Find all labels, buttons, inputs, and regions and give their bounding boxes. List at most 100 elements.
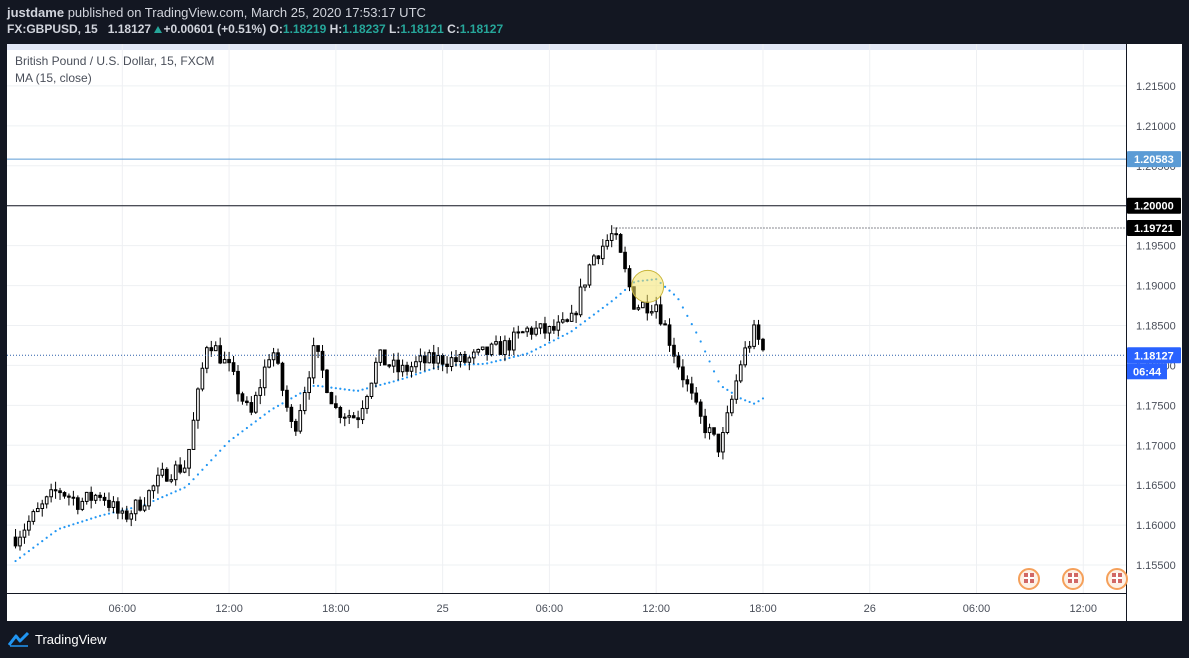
candle-body: [129, 513, 134, 520]
ma-point: [592, 313, 596, 316]
x-tick-label: 12:00: [1070, 603, 1098, 615]
ma-point: [245, 426, 248, 430]
ma-point: [174, 490, 177, 493]
candle-body: [53, 489, 58, 492]
publish-header: justdame published on TradingView.com, M…: [0, 0, 1189, 44]
y-tick-label: 1.16500: [1136, 480, 1176, 492]
candle-body: [463, 353, 467, 363]
footer-bar: TradingView: [0, 621, 1189, 658]
ma-point: [539, 346, 542, 349]
close-label: C:: [447, 22, 460, 36]
ma-point: [543, 343, 547, 347]
ma-point: [183, 486, 186, 489]
candle-body: [293, 420, 298, 432]
highlight-circle: [631, 269, 665, 303]
ma-point: [508, 356, 511, 360]
candle-body: [80, 500, 85, 510]
candle-body: [311, 345, 316, 379]
candle-body: [614, 233, 618, 236]
candle-body: [503, 340, 507, 356]
ma-point: [81, 520, 84, 523]
candle-body: [525, 327, 530, 333]
candle-body: [187, 448, 191, 469]
ma-point: [397, 379, 400, 382]
ohlc-info: FX:GBPUSD, 15 1.18127 +0.00601 (+0.51%) …: [7, 22, 503, 36]
brand-name: TradingView: [35, 631, 107, 647]
ma-point: [681, 306, 684, 309]
ma-point: [726, 388, 729, 392]
ma-point: [752, 402, 756, 405]
ma-point: [352, 389, 355, 392]
ma-point: [561, 334, 564, 338]
ma-point: [699, 340, 702, 343]
ma-point: [268, 410, 271, 413]
ma-point: [552, 339, 555, 342]
ma-point: [67, 524, 71, 527]
ma-point: [623, 288, 627, 292]
ma-point: [677, 298, 680, 301]
candle-body: [258, 387, 263, 396]
candle-body: [725, 412, 730, 434]
candle-body: [164, 468, 169, 482]
ma-indicator-label[interactable]: MA (15, close): [15, 71, 92, 85]
ma-point: [686, 314, 689, 317]
ma-point: [294, 394, 297, 397]
candle-body: [249, 402, 254, 413]
price-tag: [1127, 197, 1181, 214]
candle-body: [761, 338, 765, 351]
candle-body: [449, 357, 454, 367]
price-tag: [1127, 347, 1181, 364]
ma-point: [165, 494, 168, 497]
ma-point: [717, 380, 720, 383]
ma-point: [361, 388, 364, 391]
ma-point: [472, 363, 475, 366]
candle-body: [734, 380, 739, 400]
candle-body: [271, 352, 276, 361]
candle-body: [218, 345, 223, 364]
candle-body: [707, 427, 712, 434]
ma-point: [423, 370, 426, 373]
candle-body: [400, 364, 405, 373]
low-value: 1.18121: [400, 22, 444, 36]
ma-point: [463, 363, 466, 366]
symbol-label: FX:GBPUSD, 15: [7, 22, 98, 36]
candle-body: [307, 377, 312, 394]
x-tick-label: 12:00: [642, 603, 670, 615]
ma-point: [588, 316, 591, 320]
ma-point: [668, 289, 671, 292]
ma-point: [90, 517, 93, 520]
candle-body: [418, 355, 423, 363]
low-label: L:: [389, 22, 401, 36]
candle-body: [169, 479, 174, 482]
ma-point: [690, 323, 693, 326]
ma-point: [486, 362, 489, 365]
tradingview-logo[interactable]: TradingView: [8, 631, 107, 647]
ma-point: [663, 285, 667, 288]
chart-area[interactable]: 1.155001.160001.165001.170001.175001.180…: [7, 44, 1182, 621]
candle-body: [58, 490, 62, 494]
ma-point: [379, 383, 382, 387]
candle-body: [178, 464, 182, 473]
ma-point: [499, 359, 502, 362]
candle-body: [107, 499, 111, 508]
ma-point: [276, 404, 280, 407]
candle-body: [222, 358, 227, 364]
ma-point: [219, 449, 222, 452]
ma-point: [597, 310, 600, 313]
candle-body: [374, 361, 378, 384]
candle-body: [729, 398, 734, 414]
ma-point: [530, 350, 533, 353]
candle-body: [458, 353, 463, 363]
ma-point: [152, 499, 155, 503]
candle-body: [587, 264, 592, 286]
ma-point: [343, 388, 346, 391]
candle-body: [543, 323, 547, 334]
price-chart[interactable]: 1.155001.160001.165001.170001.175001.180…: [7, 44, 1182, 621]
price-tag-label: 1.18127: [1134, 350, 1174, 362]
ma-point: [32, 546, 35, 549]
candle-body: [285, 389, 289, 408]
candle-body: [592, 255, 596, 266]
username[interactable]: justdame: [7, 5, 65, 20]
candle-body: [31, 511, 36, 522]
ma-point: [259, 416, 262, 420]
